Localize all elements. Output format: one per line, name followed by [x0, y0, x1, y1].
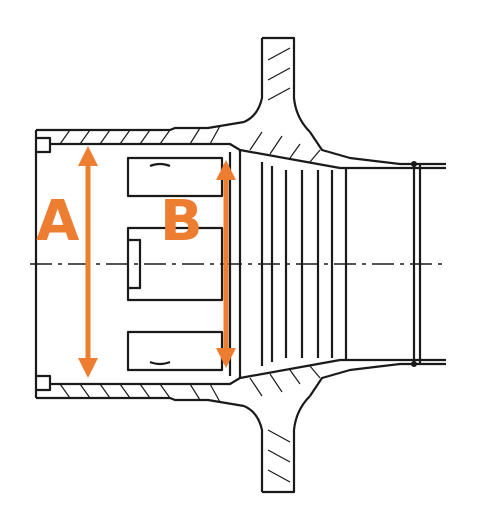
upper-flange: [262, 36, 311, 133]
inner-bore-top: [50, 142, 446, 170]
dimension-label-b: B: [160, 189, 203, 254]
top-marker: [411, 161, 417, 167]
section-hatching: [59, 47, 321, 483]
upper-flange-left: [243, 38, 264, 124]
dimension-arrow-b: [216, 160, 236, 368]
spline-cage-top: [126, 156, 224, 198]
hub-outline: [34, 36, 446, 494]
lower-flange: [262, 395, 311, 494]
bottom-marker: [411, 361, 417, 367]
dimension-arrow-a: [78, 146, 98, 378]
spline-detail: [149, 162, 171, 366]
spline-cage-bottom: [126, 330, 224, 372]
spline-notch: [128, 238, 142, 290]
inner-bore-bottom: [50, 358, 446, 386]
spline-mid: [126, 226, 224, 302]
lower-flange-left: [243, 404, 264, 492]
left-lip-bottom: [36, 374, 52, 392]
dimension-label-a: A: [36, 189, 80, 254]
left-lip-top: [36, 136, 52, 154]
